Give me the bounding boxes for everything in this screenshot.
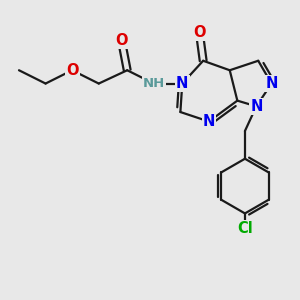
- Text: O: O: [193, 25, 206, 40]
- Text: NH: NH: [143, 77, 165, 90]
- Text: O: O: [115, 33, 128, 48]
- Text: N: N: [203, 114, 215, 129]
- Text: N: N: [176, 76, 188, 91]
- Text: Cl: Cl: [237, 221, 253, 236]
- Text: N: N: [250, 99, 262, 114]
- Text: O: O: [66, 63, 78, 78]
- Text: N: N: [265, 76, 278, 91]
